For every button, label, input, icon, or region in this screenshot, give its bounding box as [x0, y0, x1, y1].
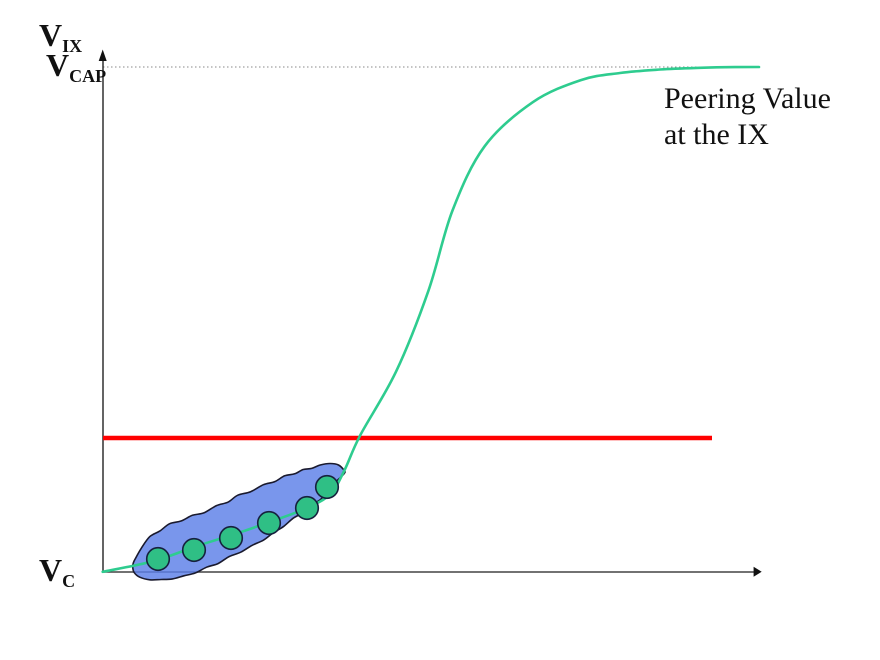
svg-text:Peering Value: Peering Value [664, 82, 831, 115]
svg-text:at the IX: at the IX [664, 118, 769, 151]
svg-text:VC: VC [39, 552, 75, 591]
